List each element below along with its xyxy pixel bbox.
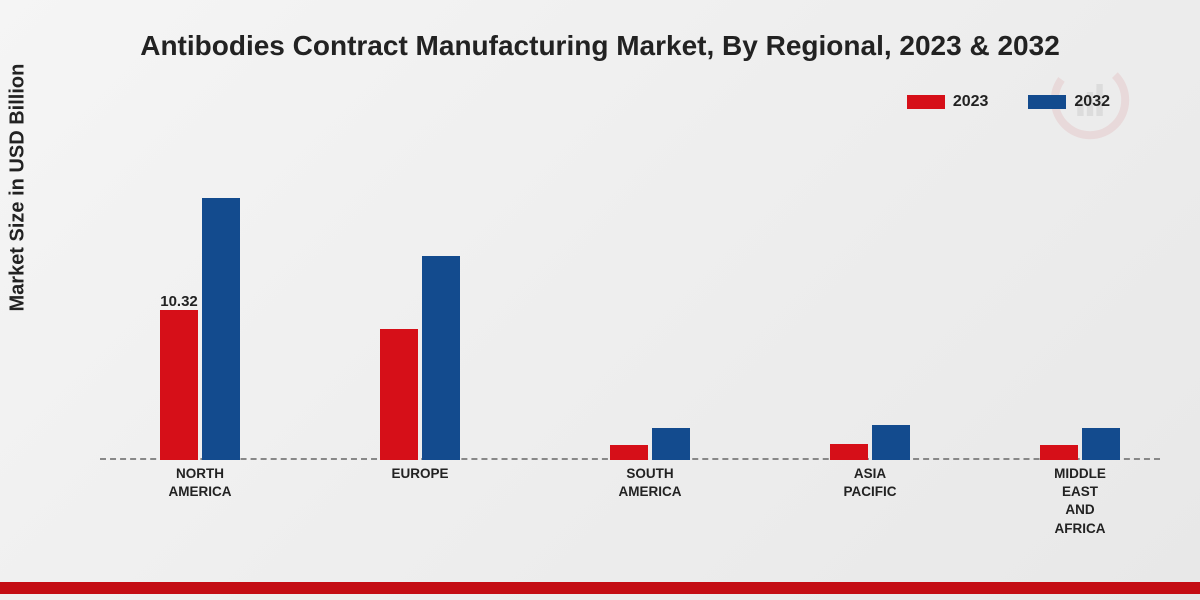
x-axis-label: EUROPE <box>360 465 480 483</box>
bar: 10.32 <box>160 310 198 460</box>
bar <box>872 425 910 460</box>
legend-label: 2032 <box>1074 93 1110 111</box>
legend-swatch <box>1028 95 1066 109</box>
y-axis-label: Market Size in USD Billion <box>7 64 30 312</box>
bar-group <box>590 428 710 460</box>
plot-area: 10.32 <box>100 140 1160 460</box>
bottom-accent-bar <box>0 582 1200 594</box>
bar <box>610 445 648 460</box>
bar <box>380 329 418 460</box>
bar-group <box>810 425 930 460</box>
legend-item: 2023 <box>907 93 989 111</box>
bar <box>202 198 240 460</box>
bar-group <box>1020 428 1140 460</box>
x-axis-label: MIDDLEEASTANDAFRICA <box>1020 465 1140 538</box>
legend: 2023 2032 <box>907 93 1110 111</box>
bar <box>422 256 460 460</box>
bar-group <box>360 256 480 460</box>
bar-group: 10.32 <box>140 198 260 460</box>
bar <box>830 444 868 460</box>
x-axis-label: ASIAPACIFIC <box>810 465 930 501</box>
legend-label: 2023 <box>953 93 989 111</box>
legend-item: 2032 <box>1028 93 1110 111</box>
bar <box>652 428 690 460</box>
legend-swatch <box>907 95 945 109</box>
bar <box>1082 428 1120 460</box>
bar <box>1040 445 1078 460</box>
x-axis-label: NORTHAMERICA <box>140 465 260 501</box>
x-axis-label: SOUTHAMERICA <box>590 465 710 501</box>
chart-title: Antibodies Contract Manufacturing Market… <box>0 30 1200 62</box>
bar-value-label: 10.32 <box>160 293 198 310</box>
